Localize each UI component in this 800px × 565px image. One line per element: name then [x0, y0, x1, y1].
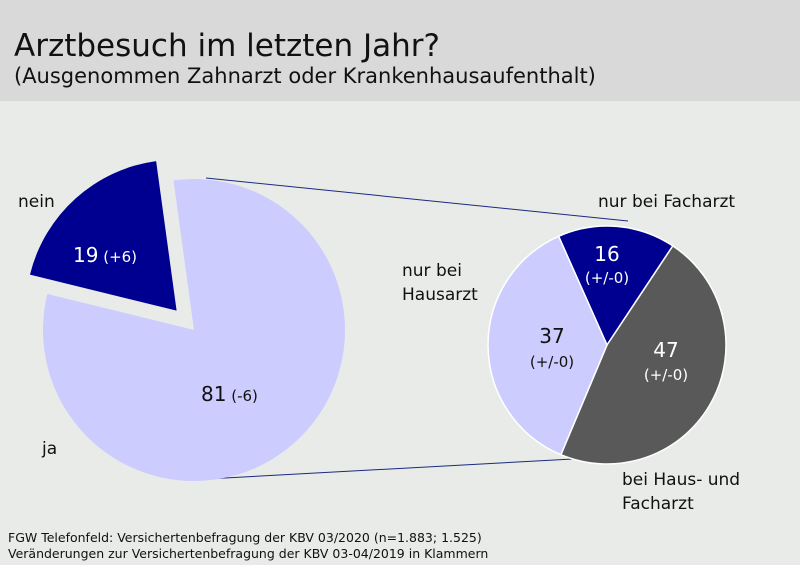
label-nur-bei-facharzt: nur bei Facharzt — [598, 192, 735, 212]
connector-lines — [205, 177, 629, 480]
changes-note: Veränderungen zur Versichertenbefragung … — [8, 546, 489, 561]
label-bei-haus-und-facharzt-line1: bei Haus- und — [622, 470, 740, 490]
slice-ja — [43, 179, 346, 482]
label-nur-bei-hausarzt-line2: Hausarzt — [402, 285, 478, 305]
label-ja: ja — [41, 439, 57, 459]
detail-pie — [487, 225, 727, 465]
slice-bei-haus-und-facharzt — [559, 244, 727, 465]
change-bei-haus-und-facharzt: (+/-0) — [644, 366, 688, 384]
pie-charts: nein 19 (+6) ja 81 (-6) nur bei Facharzt 16 (+… — [18, 161, 740, 514]
slice-nein — [29, 161, 177, 311]
label-bei-haus-und-facharzt-line2: Facharzt — [622, 494, 694, 514]
value-nur-bei-hausarzt: 37 — [539, 324, 564, 348]
label-nein: nein — [18, 192, 55, 212]
chart-title: Arztbesuch im letzten Jahr? — [14, 28, 440, 64]
change-nur-bei-hausarzt: (+/-0) — [530, 353, 574, 371]
header-bar: Arztbesuch im letzten Jahr? (Ausgenommen… — [0, 0, 800, 101]
chart-subtitle: (Ausgenommen Zahnarzt oder Krankenhausau… — [14, 64, 596, 88]
connector-line-top — [205, 177, 629, 222]
change-nur-bei-facharzt: (+/-0) — [585, 269, 629, 287]
value-nein: 19 (+6) — [73, 243, 137, 267]
label-nur-bei-hausarzt-line1: nur bei — [402, 261, 462, 281]
value-nur-bei-facharzt: 16 — [594, 242, 619, 266]
pie-labels: nein 19 (+6) ja 81 (-6) nur bei Facharzt 16 (+… — [18, 192, 740, 514]
main-pie — [29, 161, 346, 482]
source-note: FGW Telefonfeld: Versichertenbefragung d… — [8, 530, 482, 545]
slice-nur-bei-facharzt — [557, 225, 674, 347]
value-bei-haus-und-facharzt: 47 — [653, 338, 678, 362]
slice-nur-bei-hausarzt — [487, 235, 608, 456]
connector-line-bottom — [205, 456, 611, 480]
value-ja: 81 (-6) — [201, 382, 258, 406]
